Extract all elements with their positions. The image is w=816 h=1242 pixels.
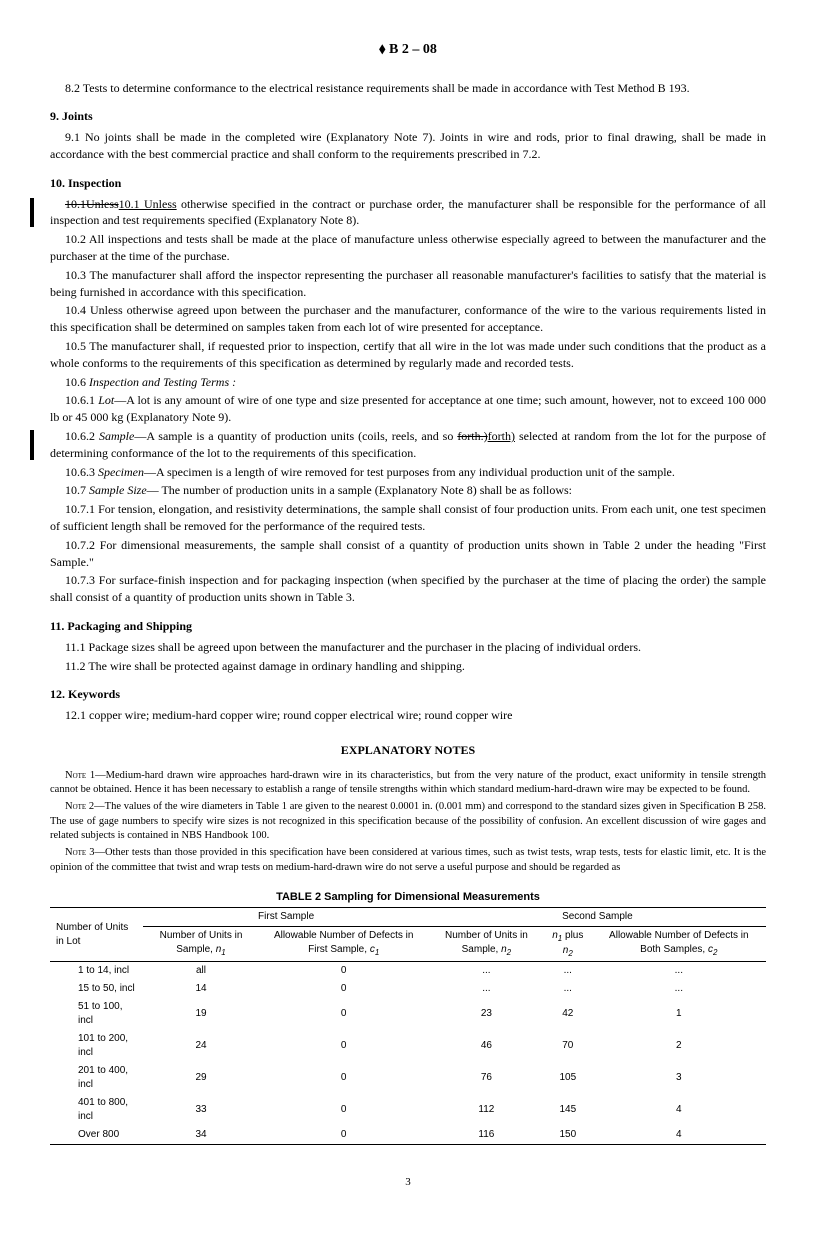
heading-11: 11. Packaging and Shipping xyxy=(50,618,766,635)
th-first-sample: First Sample xyxy=(143,907,428,926)
label: 10.6.2 xyxy=(65,429,99,443)
italic-term: Inspection and Testing Terms : xyxy=(89,375,236,389)
note-1: Note 1—Medium-hard drawn wire approaches… xyxy=(50,769,766,798)
para-11-1: 11.1 Package sizes shall be agreed upon … xyxy=(50,639,766,656)
note-label: Note xyxy=(65,801,86,812)
label: 10.7 xyxy=(65,483,89,497)
para-10-5: 10.5 The manufacturer shall, if requeste… xyxy=(50,338,766,372)
table-2: Number of Units in Lot First Sample Seco… xyxy=(50,907,766,1145)
table-row: 401 to 800, incl3301121454 xyxy=(50,1094,766,1126)
para-11-2: 11.2 The wire shall be protected against… xyxy=(50,658,766,675)
label: 10.6 xyxy=(65,375,89,389)
para-10-4: 10.4 Unless otherwise agreed upon betwee… xyxy=(50,302,766,336)
note-text: 3—Other tests than those provided in thi… xyxy=(50,847,766,873)
table-row: Over 8003401161504 xyxy=(50,1126,766,1145)
para-12-1: 12.1 copper wire; medium-hard copper wir… xyxy=(50,707,766,724)
explanatory-notes-title: EXPLANATORY NOTES xyxy=(50,742,766,759)
note-3: Note 3—Other tests than those provided i… xyxy=(50,846,766,875)
italic-term: Sample Size xyxy=(89,483,147,497)
para-10-7-3: 10.7.3 For surface-finish inspection and… xyxy=(50,572,766,606)
para-10-7-1: 10.7.1 For tension, elongation, and resi… xyxy=(50,501,766,535)
para-text: — The number of production units in a sa… xyxy=(147,483,572,497)
para-10-7: 10.7 Sample Size— The number of producti… xyxy=(50,482,766,499)
para-10-1: 10.1Unless10.1 Unless otherwise specifie… xyxy=(50,196,766,230)
label: 10.6.1 xyxy=(65,393,98,407)
para-9-1: 9.1 No joints shall be made in the compl… xyxy=(50,129,766,163)
para-10-6-2: 10.6.2 Sample—A sample is a quantity of … xyxy=(50,428,766,462)
astm-logo: ⬧ xyxy=(379,42,385,57)
italic-term: Sample xyxy=(99,429,134,443)
para-10-6-1: 10.6.1 Lot—A lot is any amount of wire o… xyxy=(50,392,766,426)
heading-10: 10. Inspection xyxy=(50,175,766,192)
designation: B 2 – 08 xyxy=(389,42,437,57)
table-row: 1 to 14, inclall0......... xyxy=(50,962,766,981)
para-text: —A specimen is a length of wire removed … xyxy=(144,465,675,479)
heading-9: 9. Joints xyxy=(50,108,766,125)
para-10-6: 10.6 Inspection and Testing Terms : xyxy=(50,374,766,391)
para-10-7-2: 10.7.2 For dimensional measurements, the… xyxy=(50,537,766,571)
note-2: Note 2—The values of the wire diameters … xyxy=(50,800,766,844)
table-row: 51 to 100, incl19023421 xyxy=(50,998,766,1030)
th-second-sample: Second Sample xyxy=(429,907,766,926)
para-10-6-3: 10.6.3 Specimen—A specimen is a length o… xyxy=(50,464,766,481)
label: 10.6.3 xyxy=(65,465,98,479)
th-c1: Allowable Number of Defects in First Sam… xyxy=(259,926,429,961)
note-text: 2—The values of the wire diameters in Ta… xyxy=(50,801,766,841)
para-8-2: 8.2 Tests to determine conformance to th… xyxy=(50,80,766,97)
underline-text: forth) xyxy=(488,429,515,443)
strike-text: forth.) xyxy=(457,429,487,443)
heading-12: 12. Keywords xyxy=(50,686,766,703)
th-n1: Number of Units in Sample, n1 xyxy=(143,926,258,961)
para-10-2: 10.2 All inspections and tests shall be … xyxy=(50,231,766,265)
th-c2: Allowable Number of Defects in Both Samp… xyxy=(592,926,766,961)
table-row: 101 to 200, incl24046702 xyxy=(50,1030,766,1062)
table-row: 15 to 50, incl140......... xyxy=(50,980,766,998)
italic-term: Specimen xyxy=(98,465,144,479)
th-n2: Number of Units in Sample, n2 xyxy=(429,926,544,961)
note-text: 1—Medium-hard drawn wire approaches hard… xyxy=(50,770,766,796)
page-header: ⬧ B 2 – 08 xyxy=(50,40,766,60)
page-number: 3 xyxy=(50,1175,766,1190)
th-n1n2: n1 plus n2 xyxy=(544,926,592,961)
para-10-3: 10.3 The manufacturer shall afford the i… xyxy=(50,267,766,301)
note-label: Note xyxy=(65,847,86,858)
note-label: Note xyxy=(65,770,86,781)
table-row: 201 to 400, incl290761053 xyxy=(50,1062,766,1094)
table-2-title: TABLE 2 Sampling for Dimensional Measure… xyxy=(50,890,766,905)
italic-term: Lot xyxy=(98,393,114,407)
th-lot: Number of Units in Lot xyxy=(50,907,143,961)
para-text: —A lot is any amount of wire of one type… xyxy=(50,393,766,424)
strike-text: 10.1Unless xyxy=(65,197,119,211)
underline-text: 10.1 Unless xyxy=(119,197,177,211)
para-text: —A sample is a quantity of production un… xyxy=(134,429,457,443)
